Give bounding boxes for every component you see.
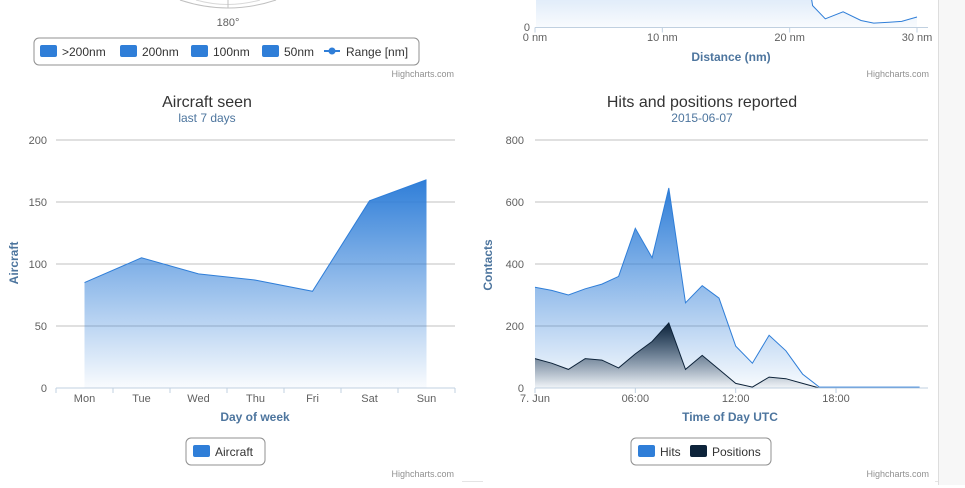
x-tick-label: 20 nm: [774, 32, 805, 44]
aircraft-seen-chart: Aircraft seen last 7 days 0 50 100 150 200 M…: [0, 85, 462, 483]
legend-swatch: [262, 45, 279, 57]
legend-label: Range [nm]: [346, 45, 408, 59]
y-tick-label: 200: [506, 321, 524, 333]
distance-area: [536, 0, 917, 28]
chart-subtitle: 2015-06-07: [671, 111, 733, 125]
y-axis-ticks: 0 50 100 150 200: [29, 135, 47, 395]
legend-marker: [328, 47, 336, 55]
legend-label: Aircraft: [215, 445, 254, 459]
distance-chart-svg: 0 0 nm 10 nm 20 nm 30 nm Distance (nm) High…: [523, 0, 933, 79]
x-tick-label: Tue: [132, 393, 151, 405]
distance-series-line: [811, 0, 918, 24]
x-tick-label: Sat: [361, 393, 378, 405]
legend-item-200[interactable]: 200nm: [120, 45, 179, 59]
legend-item-positions[interactable]: Positions: [690, 445, 761, 459]
row-divider: [0, 481, 938, 482]
hits-positions-chart: Hits and positions reported 2015-06-07 0…: [481, 85, 935, 483]
hits-series-line: [534, 187, 920, 388]
x-axis-title: Day of week: [220, 410, 290, 424]
chart-title: Aircraft seen: [162, 94, 252, 111]
aircraft-chart-svg: Aircraft seen last 7 days 0 50 100 150 200 M…: [7, 94, 456, 479]
legend-item-range[interactable]: Range [nm]: [324, 45, 408, 59]
polar-legend-box: [33, 37, 420, 66]
legend-label: Hits: [660, 445, 681, 459]
y-tick-label: 400: [506, 259, 524, 271]
y-axis-ticks: 0 200 400 600 800: [506, 135, 524, 395]
credits-link[interactable]: Highcharts.com: [866, 69, 929, 79]
positions-area: [535, 322, 920, 388]
y-tick-label: 600: [506, 197, 524, 209]
legend-label: 100nm: [213, 45, 250, 59]
chart-subtitle: last 7 days: [178, 111, 235, 125]
legend-swatch: [638, 445, 655, 457]
credits-link[interactable]: Highcharts.com: [391, 469, 454, 479]
legend-box: [185, 437, 266, 466]
y-tick-label: 50: [35, 321, 47, 333]
legend-item-50[interactable]: 50nm: [262, 45, 314, 59]
legend-item-aircraft[interactable]: Aircraft: [193, 445, 254, 459]
x-tick-label: 10 nm: [647, 32, 678, 44]
legend-swatch: [191, 45, 208, 57]
scroll-gutter: [939, 0, 965, 485]
x-tick-label: Fri: [306, 393, 319, 405]
panel-divider: [938, 0, 939, 485]
y-tick-label: 0: [524, 22, 530, 34]
credits-link[interactable]: Highcharts.com: [391, 69, 454, 79]
hits-chart-svg: Hits and positions reported 2015-06-07 0…: [481, 94, 929, 479]
x-tick-label: 06:00: [622, 393, 650, 405]
x-tick-label: Wed: [187, 393, 209, 405]
chart-title: Hits and positions reported: [607, 94, 797, 111]
polar-range-svg: 180° >200nm 200nm 100nm 50nm R: [33, 0, 454, 79]
x-tick-label: 12:00: [722, 393, 750, 405]
legend-item-100[interactable]: 100nm: [191, 45, 250, 59]
y-axis-title: Contacts: [483, 239, 495, 291]
legend-swatch: [193, 445, 210, 457]
x-tick-label: 0 nm: [523, 32, 547, 44]
x-axis-title: Time of Day UTC: [682, 410, 778, 424]
legend-swatch: [40, 45, 57, 57]
x-tick-label: 18:00: [822, 393, 850, 405]
distance-chart: 0 0 nm 10 nm 20 nm 30 nm Distance (nm) High…: [483, 0, 935, 82]
legend-label: 50nm: [284, 45, 314, 59]
polar-angle-label: 180°: [217, 17, 240, 29]
x-axis-title: Distance (nm): [691, 50, 770, 64]
legend-item-gt200[interactable]: >200nm: [40, 45, 106, 59]
aircraft-series-line: [84, 179, 427, 292]
legend-swatch: [690, 445, 707, 457]
y-tick-label: 150: [29, 197, 47, 209]
legend-label: Positions: [712, 445, 761, 459]
aircraft-area: [84, 179, 427, 388]
x-axis-ticks: Mon Tue Wed Thu Fri Sat Sun: [55, 388, 456, 405]
legend-label: 200nm: [142, 45, 179, 59]
x-axis-ticks: 0 nm 10 nm 20 nm 30 nm: [523, 27, 933, 44]
x-axis-ticks: 7. Jun 06:00 12:00 18:00: [520, 388, 850, 405]
x-tick-label: Sun: [417, 393, 437, 405]
polar-legend[interactable]: >200nm 200nm 100nm 50nm Range [nm]: [33, 37, 420, 66]
x-tick-label: 30 nm: [902, 32, 933, 44]
y-tick-label: 100: [29, 259, 47, 271]
aircraft-legend[interactable]: Aircraft: [185, 437, 266, 466]
hits-legend[interactable]: Hits Positions: [630, 437, 772, 466]
y-axis-title: Aircraft: [7, 242, 21, 285]
x-tick-label: 7. Jun: [520, 393, 550, 405]
hits-area: [535, 188, 920, 388]
legend-item-hits[interactable]: Hits: [638, 445, 681, 459]
polar-range-chart: 180° >200nm 200nm 100nm 50nm R: [0, 0, 462, 82]
x-tick-label: Thu: [246, 393, 265, 405]
x-tick-label: Mon: [74, 393, 95, 405]
y-tick-label: 0: [41, 383, 47, 395]
legend-label: >200nm: [62, 45, 106, 59]
y-tick-label: 200: [29, 135, 47, 147]
y-tick-label: 800: [506, 135, 524, 147]
y-tick-label: 0: [518, 383, 524, 395]
legend-swatch: [120, 45, 137, 57]
credits-link[interactable]: Highcharts.com: [866, 469, 929, 479]
